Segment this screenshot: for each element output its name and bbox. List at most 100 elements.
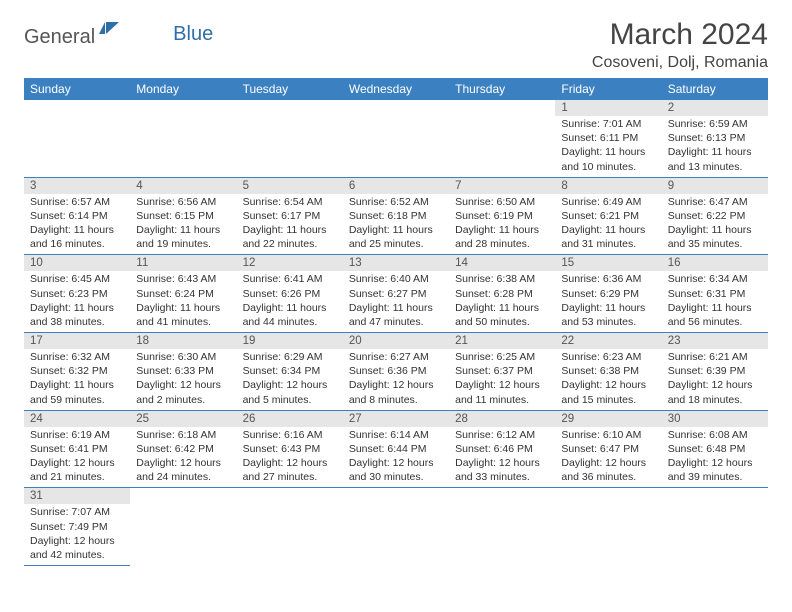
day1-text: Daylight: 12 hours	[136, 456, 230, 470]
day1-text: Daylight: 11 hours	[136, 301, 230, 315]
sunset-text: Sunset: 6:34 PM	[243, 364, 337, 378]
day-number-row: 3456789	[24, 177, 768, 194]
day2-text: and 13 minutes.	[668, 160, 762, 174]
logo-text-blue: Blue	[173, 23, 213, 46]
day-number-cell: 16	[662, 255, 768, 272]
sunrise-text: Sunrise: 6:50 AM	[455, 195, 549, 209]
day-number-cell	[130, 488, 236, 505]
day1-text: Daylight: 12 hours	[136, 378, 230, 392]
day-number-cell	[343, 488, 449, 505]
day2-text: and 5 minutes.	[243, 393, 337, 407]
weekday-header: Thursday	[449, 78, 555, 100]
weekday-header: Wednesday	[343, 78, 449, 100]
day-number-cell	[449, 488, 555, 505]
day-number-row: 12	[24, 100, 768, 116]
weekday-header: Tuesday	[237, 78, 343, 100]
day2-text: and 30 minutes.	[349, 470, 443, 484]
day2-text: and 39 minutes.	[668, 470, 762, 484]
day-number-cell: 23	[662, 333, 768, 350]
sunrise-text: Sunrise: 6:30 AM	[136, 350, 230, 364]
day-number-cell: 1	[555, 100, 661, 116]
day-number-cell: 20	[343, 333, 449, 350]
sunset-text: Sunset: 6:28 PM	[455, 287, 549, 301]
day2-text: and 25 minutes.	[349, 237, 443, 251]
day-detail-cell: Sunrise: 6:25 AMSunset: 6:37 PMDaylight:…	[449, 349, 555, 410]
sunrise-text: Sunrise: 7:01 AM	[561, 117, 655, 131]
sunrise-text: Sunrise: 6:23 AM	[561, 350, 655, 364]
day2-text: and 18 minutes.	[668, 393, 762, 407]
day-detail-cell	[237, 504, 343, 565]
day-number-cell	[343, 100, 449, 116]
day-detail-cell: Sunrise: 6:56 AMSunset: 6:15 PMDaylight:…	[130, 194, 236, 255]
sunset-text: Sunset: 6:18 PM	[349, 209, 443, 223]
day1-text: Daylight: 11 hours	[561, 301, 655, 315]
sunrise-text: Sunrise: 6:34 AM	[668, 272, 762, 286]
day-number-cell: 10	[24, 255, 130, 272]
day-detail-cell	[662, 504, 768, 565]
sunrise-text: Sunrise: 6:27 AM	[349, 350, 443, 364]
day-number-cell: 11	[130, 255, 236, 272]
sunset-text: Sunset: 6:24 PM	[136, 287, 230, 301]
location: Cosoveni, Dolj, Romania	[592, 54, 768, 72]
sunrise-text: Sunrise: 6:54 AM	[243, 195, 337, 209]
sunrise-text: Sunrise: 6:41 AM	[243, 272, 337, 286]
day2-text: and 35 minutes.	[668, 237, 762, 251]
day-detail-cell: Sunrise: 6:45 AMSunset: 6:23 PMDaylight:…	[24, 271, 130, 332]
sunset-text: Sunset: 6:33 PM	[136, 364, 230, 378]
sunrise-text: Sunrise: 6:45 AM	[30, 272, 124, 286]
day-detail-cell: Sunrise: 6:12 AMSunset: 6:46 PMDaylight:…	[449, 427, 555, 488]
sunset-text: Sunset: 6:14 PM	[30, 209, 124, 223]
day1-text: Daylight: 11 hours	[243, 223, 337, 237]
sunset-text: Sunset: 6:22 PM	[668, 209, 762, 223]
sunset-text: Sunset: 6:37 PM	[455, 364, 549, 378]
day-detail-cell: Sunrise: 6:41 AMSunset: 6:26 PMDaylight:…	[237, 271, 343, 332]
day-detail-row: Sunrise: 7:07 AMSunset: 7:49 PMDaylight:…	[24, 504, 768, 565]
logo-text-general: General	[24, 26, 95, 49]
day1-text: Daylight: 12 hours	[455, 378, 549, 392]
sunrise-text: Sunrise: 6:12 AM	[455, 428, 549, 442]
day1-text: Daylight: 11 hours	[349, 301, 443, 315]
day-detail-cell: Sunrise: 6:30 AMSunset: 6:33 PMDaylight:…	[130, 349, 236, 410]
sunset-text: Sunset: 6:29 PM	[561, 287, 655, 301]
weekday-header: Sunday	[24, 78, 130, 100]
day2-text: and 15 minutes.	[561, 393, 655, 407]
day-detail-cell: Sunrise: 6:36 AMSunset: 6:29 PMDaylight:…	[555, 271, 661, 332]
day-number-cell: 28	[449, 410, 555, 427]
day-detail-cell: Sunrise: 6:34 AMSunset: 6:31 PMDaylight:…	[662, 271, 768, 332]
sunrise-text: Sunrise: 6:10 AM	[561, 428, 655, 442]
sunset-text: Sunset: 6:47 PM	[561, 442, 655, 456]
day-detail-cell: Sunrise: 6:59 AMSunset: 6:13 PMDaylight:…	[662, 116, 768, 177]
sunrise-text: Sunrise: 6:29 AM	[243, 350, 337, 364]
day-number-cell: 24	[24, 410, 130, 427]
sunset-text: Sunset: 6:36 PM	[349, 364, 443, 378]
day1-text: Daylight: 12 hours	[561, 456, 655, 470]
day1-text: Daylight: 11 hours	[30, 301, 124, 315]
day2-text: and 59 minutes.	[30, 393, 124, 407]
sunset-text: Sunset: 6:27 PM	[349, 287, 443, 301]
day1-text: Daylight: 12 hours	[243, 378, 337, 392]
day2-text: and 27 minutes.	[243, 470, 337, 484]
sunset-text: Sunset: 6:32 PM	[30, 364, 124, 378]
weekday-header: Friday	[555, 78, 661, 100]
day2-text: and 24 minutes.	[136, 470, 230, 484]
day-detail-cell: Sunrise: 6:52 AMSunset: 6:18 PMDaylight:…	[343, 194, 449, 255]
day-number-cell: 17	[24, 333, 130, 350]
day1-text: Daylight: 11 hours	[30, 378, 124, 392]
day-number-cell: 6	[343, 177, 449, 194]
day-number-cell: 8	[555, 177, 661, 194]
day2-text: and 10 minutes.	[561, 160, 655, 174]
sunrise-text: Sunrise: 6:08 AM	[668, 428, 762, 442]
day-detail-cell	[24, 116, 130, 177]
day-number-cell	[237, 488, 343, 505]
day-detail-cell	[555, 504, 661, 565]
calendar-table: Sunday Monday Tuesday Wednesday Thursday…	[24, 78, 768, 566]
day-number-row: 31	[24, 488, 768, 505]
flag-icon	[99, 20, 121, 41]
day-number-cell	[555, 488, 661, 505]
day-number-cell: 4	[130, 177, 236, 194]
day1-text: Daylight: 11 hours	[243, 301, 337, 315]
day-number-cell	[662, 488, 768, 505]
day-detail-cell: Sunrise: 6:50 AMSunset: 6:19 PMDaylight:…	[449, 194, 555, 255]
day2-text: and 8 minutes.	[349, 393, 443, 407]
day-detail-cell: Sunrise: 6:18 AMSunset: 6:42 PMDaylight:…	[130, 427, 236, 488]
